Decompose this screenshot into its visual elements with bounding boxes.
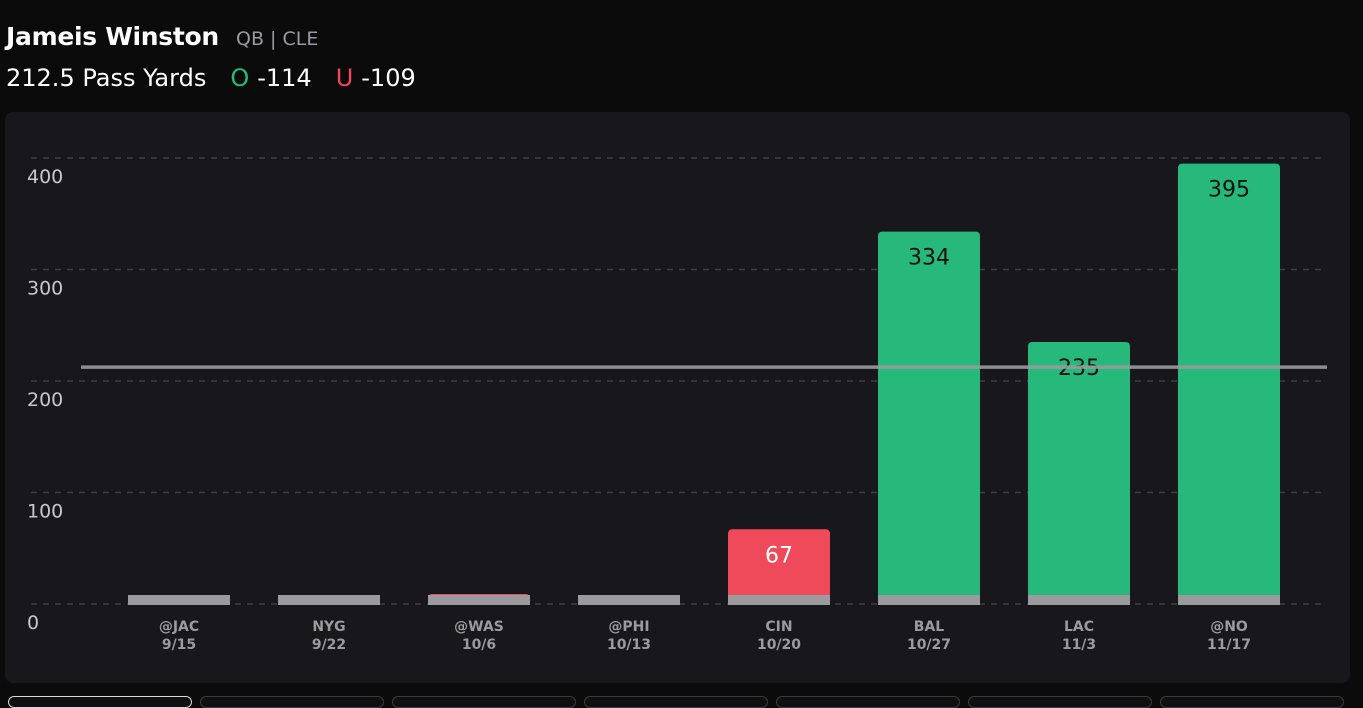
bar-base: [428, 595, 530, 605]
x-tick-opponent: CIN: [765, 619, 792, 635]
x-tick-opponent: BAL: [914, 619, 945, 635]
x-tick-opponent: @WAS: [454, 619, 504, 635]
bar-base: [1178, 595, 1280, 605]
bar-value-label: 67: [765, 543, 793, 568]
x-tick-opponent: LAC: [1064, 619, 1094, 635]
y-tick-label: 100: [27, 501, 63, 523]
prop-line: 212.5 Pass Yards: [6, 64, 207, 92]
tab-2[interactable]: [200, 696, 384, 708]
x-tick-date: 9/22: [312, 637, 346, 653]
bar-base: [578, 595, 680, 605]
bottom-tabs: [0, 696, 1363, 708]
x-tick-date: 10/20: [757, 637, 801, 653]
over-odds[interactable]: -114: [257, 64, 312, 92]
tab-3[interactable]: [392, 696, 576, 708]
under-icon: U: [335, 64, 354, 92]
x-tick-date: 10/27: [907, 637, 951, 653]
x-tick-date: 11/3: [1062, 637, 1096, 653]
under-odds[interactable]: -109: [361, 64, 416, 92]
bar-base: [878, 595, 980, 605]
x-tick-opponent: NYG: [312, 619, 345, 635]
bar-base: [728, 595, 830, 605]
chart-panel: 0 100 200 300 400 @JAC 9/15 NYG 9/22 @WAS 10/6 @PHI…: [5, 112, 1350, 683]
tab-5[interactable]: [776, 696, 960, 708]
y-tick-label: 200: [27, 389, 63, 411]
x-tick-date: 10/6: [462, 637, 496, 653]
bar-value-label: 395: [1208, 178, 1250, 203]
prop-line-row: 212.5 Pass Yards O -114 U -109: [6, 64, 416, 92]
player-name: Jameis Winston: [6, 22, 219, 51]
y-tick-label: 0: [27, 612, 39, 634]
tab-4[interactable]: [584, 696, 768, 708]
bar-CIN: [728, 529, 830, 604]
bar-BAL: [878, 231, 980, 604]
player-position-team: QB | CLE: [236, 28, 319, 50]
bar-base: [278, 595, 380, 605]
bar-LAC: [1028, 341, 1130, 604]
tab-6[interactable]: [968, 696, 1152, 708]
x-tick-opponent: @JAC: [159, 619, 199, 635]
bar-base: [128, 595, 230, 605]
x-tick-date: 11/17: [1207, 637, 1251, 653]
x-tick-opponent: @PHI: [608, 619, 649, 635]
bar-chart: 0 100 200 300 400 @JAC 9/15 NYG 9/22 @WAS 10/6 @PHI…: [27, 157, 1327, 653]
bar-value-label: 334: [908, 246, 950, 271]
bar-base: [1028, 595, 1130, 605]
y-tick-label: 300: [27, 278, 63, 300]
x-tick-date: 9/15: [162, 637, 196, 653]
x-tick-opponent: @NO: [1210, 619, 1248, 635]
y-tick-label: 400: [27, 166, 63, 188]
x-tick-date: 10/13: [607, 637, 651, 653]
bar-@NO: [1178, 163, 1280, 604]
tab-7[interactable]: [1160, 696, 1344, 708]
over-icon: O: [230, 64, 250, 92]
tab-1[interactable]: [8, 696, 192, 708]
